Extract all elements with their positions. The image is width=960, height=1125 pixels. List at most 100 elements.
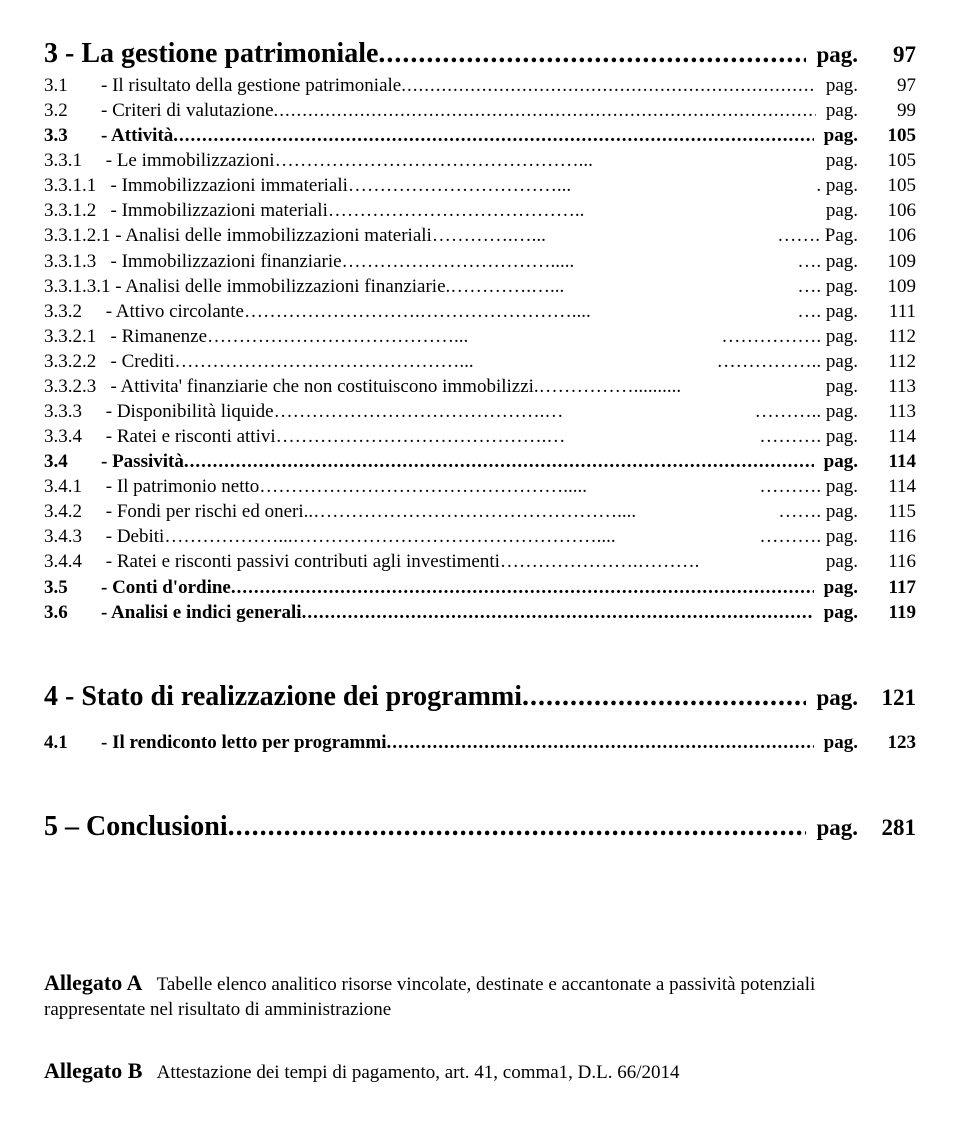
pag-label: …. pag. [787, 249, 858, 274]
heading-number: 4 [44, 679, 58, 716]
row-title: - Passività [101, 449, 184, 474]
row-title: - Criteri di valutazione [101, 98, 274, 123]
pag-label: pag. [816, 549, 858, 574]
pag-label: pag. [816, 374, 858, 399]
allegato-b-label: Allegato B [44, 1058, 142, 1083]
leader [387, 730, 814, 755]
row-title: - Il patrimonio netto…………………………………………...… [106, 474, 587, 499]
page-number: 114 [858, 424, 916, 449]
row-title: - Analisi delle immobilizzazioni finanzi… [115, 274, 564, 299]
page-number: 113 [858, 399, 916, 424]
toc-row: 3.4.1 - Il patrimonio netto…………………………………… [44, 474, 916, 499]
leader [401, 73, 816, 98]
row-title: - Analisi e indici generali [101, 600, 302, 625]
page-number: 116 [858, 524, 916, 549]
toc-row: 3.5 - Conti d'ordine pag.117 [44, 575, 916, 600]
leader [173, 123, 813, 148]
allegato-a: Allegato A Tabelle elenco analitico riso… [44, 968, 916, 1022]
toc-row: 3.2 - Criteri di valutazione pag.99 [44, 98, 916, 123]
pag-label: …………….. pag. [707, 349, 858, 374]
row-number: 3.3.1.2.1 [44, 223, 115, 248]
row-number: 3.3.1.3.1 [44, 274, 115, 299]
row-title: - Rimanenze…………………………………... [111, 324, 469, 349]
page-number: 117 [858, 575, 916, 600]
page-number: 105 [858, 123, 916, 148]
row-title: - Crediti………………………………………... [111, 349, 474, 374]
page-number: 116 [858, 549, 916, 574]
toc-row: 3.3.1 - Le immobilizzazioni…………………………………… [44, 148, 916, 173]
page-number: 106 [858, 198, 916, 223]
toc-row: 3.3.1.2.1 - Analisi delle immobilizzazio… [44, 223, 916, 248]
row-number: 3.2 [44, 98, 101, 123]
pag-label: pag. [816, 98, 858, 123]
page-number: 114 [858, 474, 916, 499]
row-number: 3.4.1 [44, 474, 106, 499]
row-number: 3.3.1.2 [44, 198, 111, 223]
row-number: 3.3.3 [44, 399, 106, 424]
toc-row: 3.3.1.2 - Immobilizzazioni materiali…………… [44, 198, 916, 223]
page-number: 112 [858, 349, 916, 374]
row-title: - Immobilizzazioni finanziarie…………………………… [111, 249, 575, 274]
row-number: 3.1 [44, 73, 101, 98]
heading-title: - La gestione patrimoniale [58, 36, 378, 73]
pag-label: . pag. [806, 173, 858, 198]
pag-label: pag. [816, 73, 858, 98]
pag-label: pag. [814, 575, 858, 600]
row-number: 3.4 [44, 449, 101, 474]
page-number: 113 [858, 374, 916, 399]
pag-label: ……………. pag. [711, 324, 858, 349]
row-title: - Attività [101, 123, 173, 148]
page-number: 97 [858, 73, 916, 98]
row-number: 3.3.2.1 [44, 324, 111, 349]
row-number: 3.4.4 [44, 549, 106, 574]
page-number: 114 [858, 449, 916, 474]
row-number: 3.3.1 [44, 148, 106, 173]
row-title: - Attivo circolante……………………….……………………...… [106, 299, 591, 324]
page-number: 112 [858, 324, 916, 349]
leader-dots [228, 809, 807, 846]
row-number: 3.3.1.3 [44, 249, 111, 274]
pag-label: …. pag. [787, 274, 858, 299]
pag-label: pag. [816, 198, 858, 223]
toc-row: 3.1 - Il risultato della gestione patrim… [44, 73, 916, 98]
page-number: 105 [858, 173, 916, 198]
allegato-b-text: Attestazione dei tempi di pagamento, art… [157, 1062, 680, 1083]
page-number: 121 [858, 683, 916, 713]
heading-number: 5 [44, 809, 58, 846]
row-number: 3.3.1.1 [44, 173, 111, 198]
page-number: 99 [858, 98, 916, 123]
row-title: - Analisi delle immobilizzazioni materia… [115, 223, 546, 248]
toc-row: 3.3.1.3.1 - Analisi delle immobilizzazio… [44, 274, 916, 299]
row-number: 3.5 [44, 575, 101, 600]
row-title: - Il risultato della gestione patrimonia… [101, 73, 401, 98]
leader [231, 575, 814, 600]
leader-dots [522, 679, 806, 716]
row-number: 3.3.4 [44, 424, 106, 449]
pag-label: pag. [814, 123, 858, 148]
leader [184, 449, 814, 474]
row-number: 3.4.3 [44, 524, 106, 549]
allegato-a-text: Tabelle elenco analitico risorse vincola… [44, 974, 815, 1020]
pag-label: pag. [806, 40, 858, 70]
toc-row: 3.3.2.1 - Rimanenze…………………………………... ……………… [44, 324, 916, 349]
page-number: 119 [858, 600, 916, 625]
page-number: 281 [858, 813, 916, 843]
toc-row: 3.3.4 - Ratei e risconti attivi………………………… [44, 424, 916, 449]
pag-label: ………. pag. [749, 474, 858, 499]
toc-row: 3.4.3 - Debiti………………...………………………………………….… [44, 524, 916, 549]
row-number: 3.3.2.3 [44, 374, 111, 399]
row-title: - Conti d'ordine [101, 575, 231, 600]
pag-label: ……….. pag. [745, 399, 858, 424]
toc-row: 3.3.1.1 - Immobilizzazioni immateriali……… [44, 173, 916, 198]
row-number: 3.3.2.2 [44, 349, 111, 374]
toc-row: 3.3.2.3 - Attivita' finanziarie che non … [44, 374, 916, 399]
toc-row: 3.3.3 - Disponibilità liquide……………………………… [44, 399, 916, 424]
pag-label: pag. [814, 600, 858, 625]
row-title: - Attivita' finanziarie che non costitui… [111, 374, 682, 399]
row-title: - Debiti………………...………………………………………….... [106, 524, 616, 549]
toc-row: 3.3.2 - Attivo circolante……………………….……………… [44, 299, 916, 324]
row-title: - Il rendiconto letto per programmi [101, 730, 387, 755]
section-4-rows: 4.1 - Il rendiconto letto per programmip… [44, 730, 916, 755]
pag-label: ……. Pag. [767, 223, 858, 248]
allegato-a-label: Allegato A [44, 970, 142, 995]
